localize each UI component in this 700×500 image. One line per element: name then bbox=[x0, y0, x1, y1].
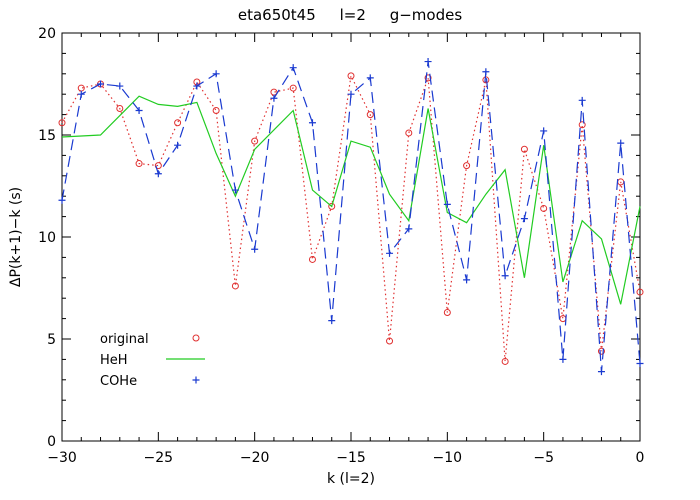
data-point-cohe bbox=[578, 96, 586, 104]
data-point-cohe bbox=[308, 119, 316, 127]
data-point-original bbox=[386, 337, 394, 345]
data-point-original bbox=[58, 119, 66, 127]
data-point-original bbox=[308, 255, 316, 263]
x-tick-label: −25 bbox=[144, 450, 174, 466]
data-point-cohe bbox=[559, 355, 567, 363]
x-tick-label: −10 bbox=[433, 450, 463, 466]
axis-ticks: −30 −25 −20 −15 −10 −5 0 0 5 10 15 20 bbox=[38, 26, 644, 466]
data-point-original bbox=[520, 145, 528, 153]
data-point-cohe bbox=[463, 276, 471, 284]
x-tick-label: −30 bbox=[47, 450, 77, 466]
data-point-cohe bbox=[540, 127, 548, 135]
data-point-original bbox=[154, 162, 162, 170]
y-tick-label: 5 bbox=[47, 332, 56, 348]
data-point-cohe bbox=[386, 249, 394, 257]
y-tick-label: 15 bbox=[38, 128, 56, 144]
data-point-cohe bbox=[347, 90, 355, 98]
data-point-original bbox=[212, 107, 220, 115]
data-point-cohe bbox=[97, 80, 105, 88]
data-point-cohe bbox=[501, 272, 509, 280]
data-point-original bbox=[328, 202, 336, 210]
data-point-original bbox=[405, 129, 413, 137]
series-line-original bbox=[61, 73, 641, 362]
data-point-cohe bbox=[443, 200, 451, 208]
data-point-cohe bbox=[617, 139, 625, 147]
data-point-original bbox=[424, 74, 432, 82]
data-point-cohe bbox=[482, 68, 490, 76]
x-tick-label: 0 bbox=[636, 450, 645, 466]
x-tick-label: −5 bbox=[533, 450, 554, 466]
data-point-original bbox=[501, 357, 509, 365]
data-point-cohe bbox=[231, 186, 239, 194]
data-point-original bbox=[559, 315, 567, 323]
data-point-cohe bbox=[636, 359, 644, 367]
data-point-cohe bbox=[212, 70, 220, 78]
data-point-original bbox=[443, 308, 451, 316]
legend-marker-cohe bbox=[192, 376, 200, 384]
x-tick-label: −20 bbox=[240, 450, 270, 466]
x-axis-label: k (l=2) bbox=[327, 471, 375, 487]
chart-title: eta650t45 l=2 g−modes bbox=[238, 6, 462, 24]
data-point-original bbox=[231, 282, 239, 290]
data-point-cohe bbox=[251, 245, 259, 253]
series-line-heh bbox=[61, 95, 641, 305]
data-point-cohe bbox=[328, 317, 336, 325]
y-tick-label: 10 bbox=[38, 230, 56, 246]
data-point-original bbox=[135, 160, 143, 168]
data-point-cohe bbox=[366, 74, 374, 82]
data-point-cohe bbox=[520, 215, 528, 223]
x-tick-label: −15 bbox=[336, 450, 366, 466]
data-point-cohe bbox=[77, 90, 85, 98]
data-point-cohe bbox=[116, 82, 124, 90]
legend: original HeH COHe bbox=[100, 332, 205, 389]
data-point-original bbox=[116, 104, 124, 112]
data-point-cohe bbox=[174, 141, 182, 149]
data-point-original bbox=[597, 347, 605, 355]
data-point-original bbox=[578, 121, 586, 129]
data-point-cohe bbox=[424, 58, 432, 66]
data-point-original bbox=[347, 72, 355, 80]
data-point-cohe bbox=[289, 64, 297, 72]
y-tick-label: 0 bbox=[47, 434, 56, 450]
data-point-cohe bbox=[135, 107, 143, 115]
data-point-original bbox=[463, 162, 471, 170]
data-point-original bbox=[251, 137, 259, 145]
data-point-original bbox=[540, 204, 548, 212]
data-point-cohe bbox=[193, 82, 201, 90]
data-point-cohe bbox=[58, 196, 66, 204]
legend-label-heh: HeH bbox=[100, 353, 128, 368]
y-tick-label: 20 bbox=[38, 26, 56, 42]
data-point-original bbox=[636, 288, 644, 296]
data-point-cohe bbox=[154, 170, 162, 178]
legend-marker-original bbox=[192, 334, 200, 342]
legend-label-cohe: COHe bbox=[100, 374, 137, 389]
data-point-original bbox=[289, 84, 297, 92]
data-point-cohe bbox=[597, 368, 605, 376]
data-point-original bbox=[174, 119, 182, 127]
y-axis-label: ΔP(k+1)−k (s) bbox=[8, 187, 24, 287]
series-group bbox=[58, 58, 644, 376]
legend-label-original: original bbox=[100, 332, 149, 347]
data-point-cohe bbox=[270, 94, 278, 102]
data-point-cohe bbox=[405, 225, 413, 233]
data-point-original bbox=[366, 111, 374, 119]
